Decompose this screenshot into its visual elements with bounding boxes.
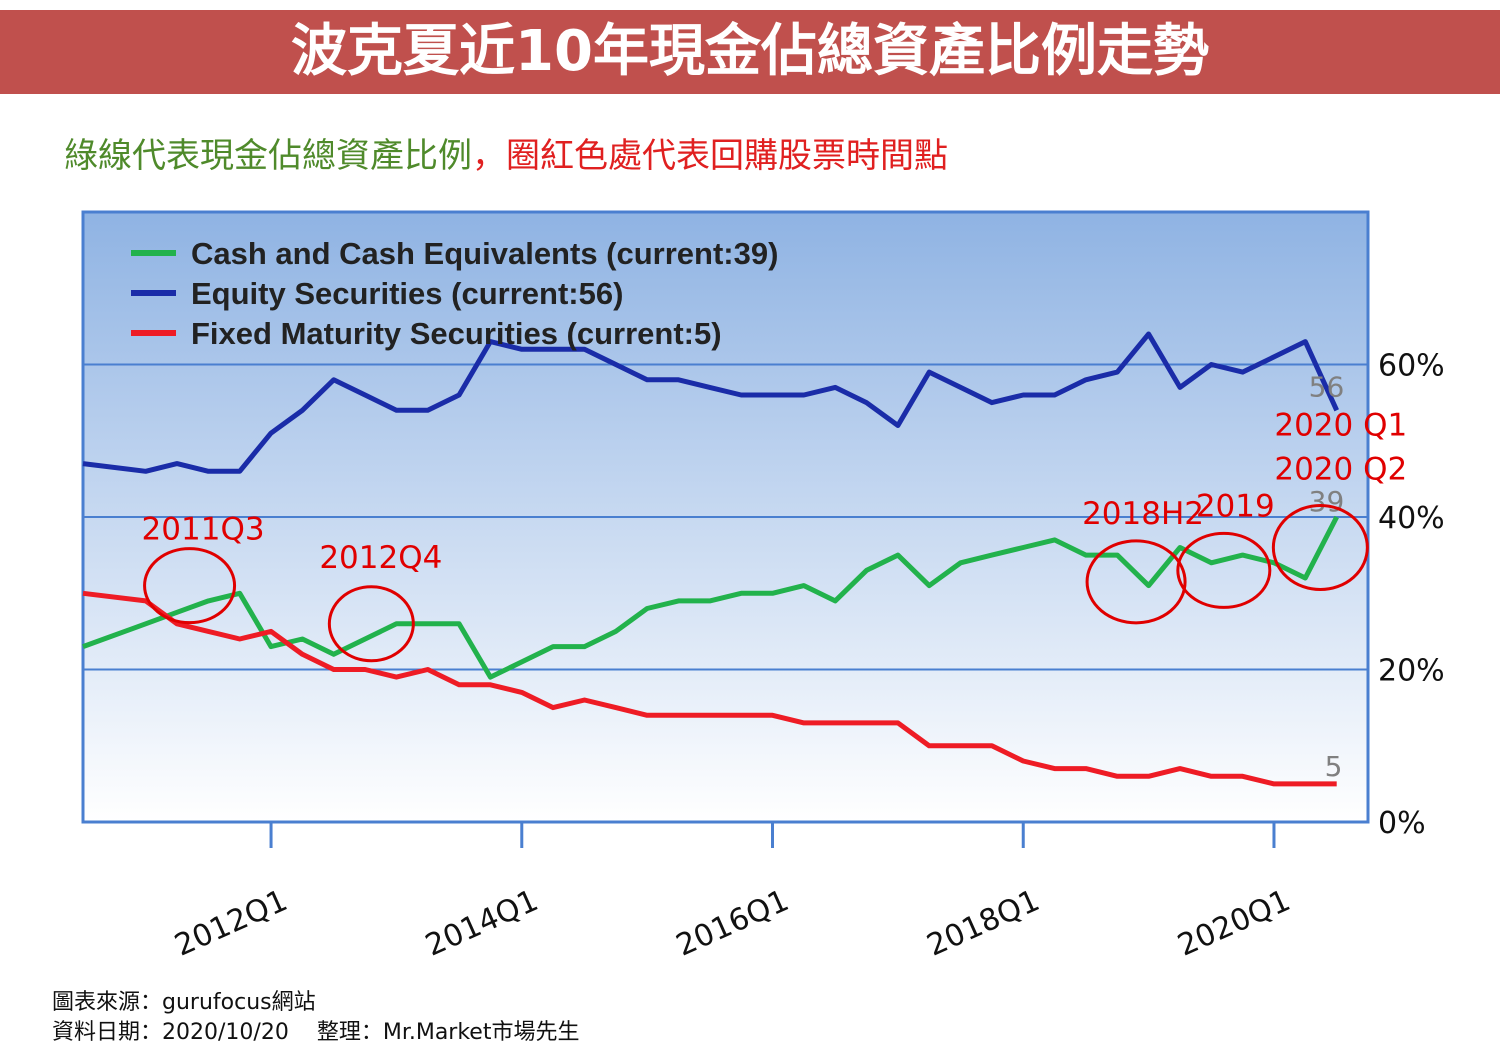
source-label: 圖表來源： [52, 990, 163, 1015]
legend-entry: Fixed Maturity Securities (current:5) [191, 316, 722, 351]
annotation-circle [1176, 531, 1272, 609]
annotation-label: 2011Q3 [142, 512, 265, 548]
y-tick-label: 60% [1378, 349, 1445, 384]
subtitle-red-part: ，圈紅色處代表回購股票時間點 [472, 136, 948, 176]
compiler-value: Mr.Market市場先生 [382, 1020, 580, 1045]
y-tick-label: 20% [1378, 654, 1445, 689]
x-axis: 2012Q1 2014Q1 2016Q1 2018Q1 2020Q1 [170, 822, 1296, 964]
fixed-series-line [82, 590, 1337, 787]
annotation-label: 2020 Q2 [1274, 452, 1407, 488]
date-label: 資料日期： [52, 1020, 163, 1045]
compiler-label: 整理： [316, 1020, 383, 1045]
annotation-label: 2020 Q1 [1274, 408, 1407, 444]
legend-entry: Equity Securities (current:56) [191, 276, 623, 311]
series-end-label: 56 [1309, 370, 1345, 403]
annotation-label: 2019 [1196, 488, 1275, 524]
source-value: gurufocus網站 [162, 990, 316, 1015]
end-labels: 39 56 5 [1309, 370, 1345, 783]
x-tick-label: 2014Q1 [420, 883, 543, 963]
subtitle-green-part: 綠線代表現金佔總資產比例 [64, 136, 472, 176]
annotation-label: 2012Q4 [319, 540, 442, 576]
x-tick-label: 2012Q1 [170, 883, 293, 963]
cash-series-line [82, 515, 1339, 680]
x-tick-label: 2016Q1 [671, 883, 794, 963]
legend-entry: Cash and Cash Equivalents (current:39) [191, 236, 778, 271]
series-end-label: 5 [1325, 750, 1343, 783]
y-tick-label: 0% [1378, 806, 1426, 841]
page-title: 波克夏近10年現金佔總資產比例走勢 [0, 10, 1500, 94]
footer: 圖表來源：gurufocus網站 資料日期：2020/10/20 整理：Mr.Ma… [52, 988, 579, 1048]
annotation-circle [1085, 539, 1187, 625]
annotation-circle [1271, 504, 1369, 591]
chart-subtitle: 綠線代表現金佔總資產比例，圈紅色處代表回購股票時間點 [64, 128, 948, 177]
footer-source: 圖表來源：gurufocus網站 [52, 988, 579, 1018]
date-value: 2020/10/20 [162, 1020, 289, 1045]
annotation-circle [327, 585, 415, 663]
grid-lines [83, 363, 1368, 671]
annotation-circle [143, 547, 237, 625]
footer-date: 資料日期：2020/10/20 整理：Mr.Market市場先生 [52, 1018, 579, 1048]
series-lines [82, 331, 1339, 787]
equity-series-line [82, 331, 1339, 474]
legend: Cash and Cash Equivalents (current:39) Eq… [131, 236, 778, 351]
x-tick-label: 2018Q1 [922, 883, 1045, 963]
y-axis: 0% 20% 40% 60% [1378, 349, 1445, 842]
series-end-label: 39 [1309, 485, 1345, 518]
y-tick-label: 40% [1378, 501, 1445, 536]
x-tick-label: 2020Q1 [1173, 883, 1296, 963]
annotation-label: 2018H2 [1082, 496, 1204, 532]
